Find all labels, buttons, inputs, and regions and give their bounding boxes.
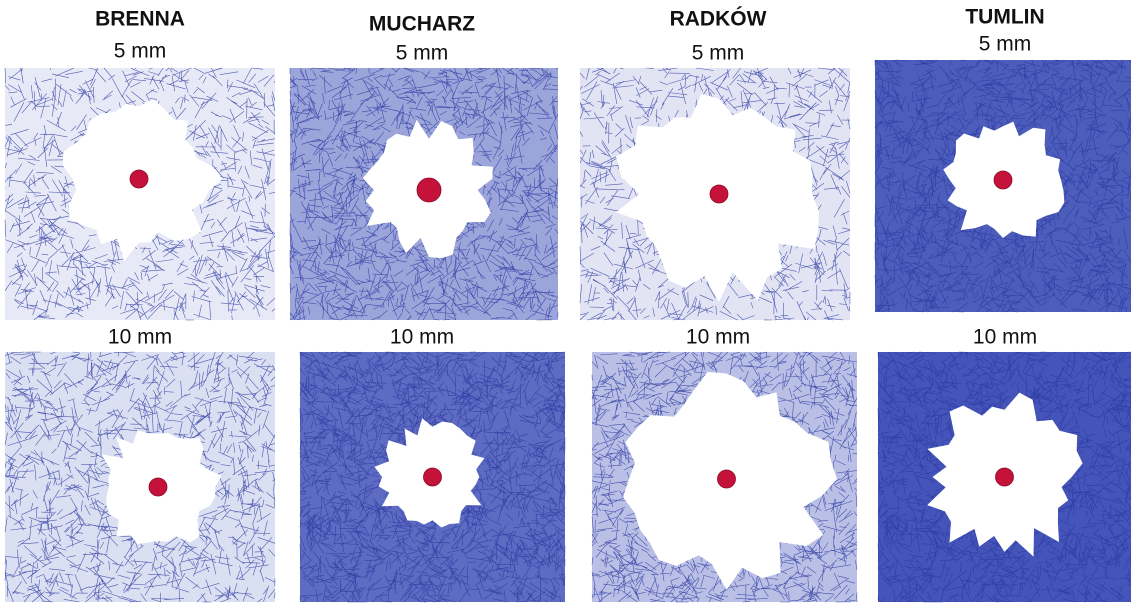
network-panel xyxy=(300,352,565,602)
size-label: 5 mm xyxy=(692,42,745,65)
size-label: 10 mm xyxy=(686,326,750,349)
size-label: 5 mm xyxy=(979,33,1032,56)
site-title: RADKÓW xyxy=(670,7,767,31)
network-panel xyxy=(875,60,1131,312)
figure: BRENNA 5 mm 10 mm MUCHARZ 5 mm 10 mm RADKÓW 5 m… xyxy=(0,0,1131,606)
network-panel xyxy=(580,68,850,320)
source-point xyxy=(994,171,1012,189)
network-panel xyxy=(592,352,857,602)
network-panel xyxy=(290,68,558,320)
source-point xyxy=(710,185,728,203)
network-panel xyxy=(878,352,1131,602)
source-point xyxy=(130,170,148,188)
size-label: 10 mm xyxy=(973,326,1037,349)
size-label: 10 mm xyxy=(390,326,454,349)
size-label: 10 mm xyxy=(108,326,172,349)
size-label: 5 mm xyxy=(114,40,167,63)
network-panel xyxy=(5,68,275,320)
site-title: BRENNA xyxy=(95,8,185,31)
source-point xyxy=(149,478,167,496)
site-title: MUCHARZ xyxy=(369,13,475,36)
source-point xyxy=(417,178,441,202)
size-label: 5 mm xyxy=(396,42,449,65)
source-point xyxy=(424,468,442,486)
site-title: TUMLIN xyxy=(965,6,1044,29)
source-point xyxy=(718,470,736,488)
source-point xyxy=(996,468,1014,486)
network-panel xyxy=(5,352,275,602)
